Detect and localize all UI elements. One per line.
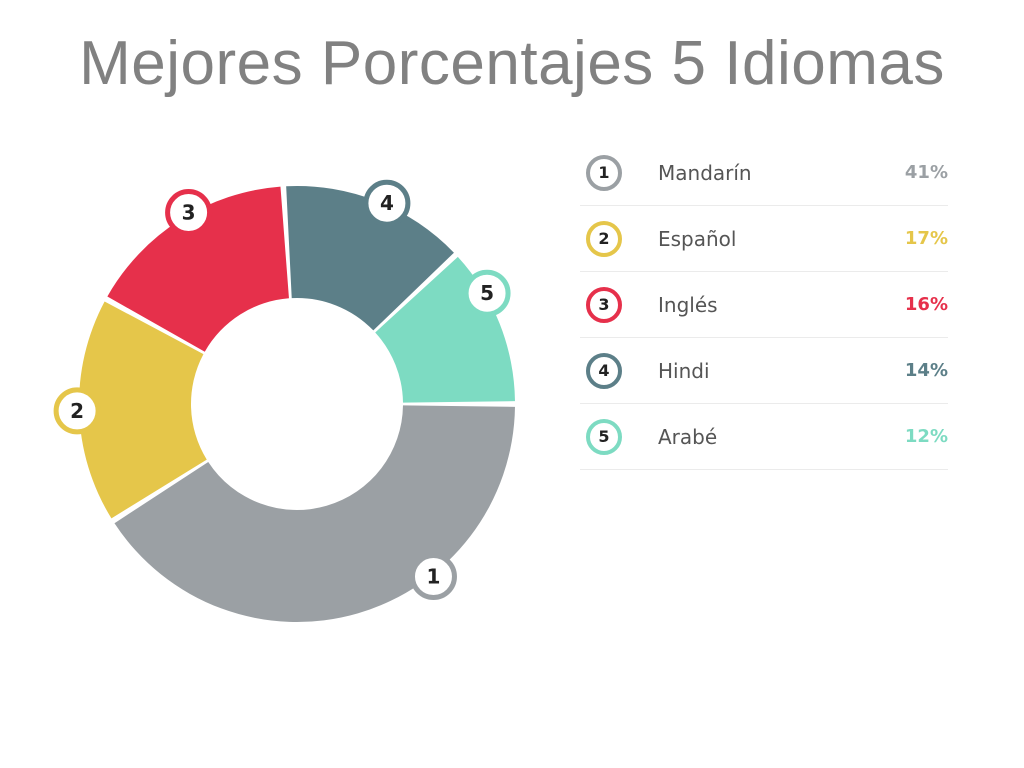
legend-number-badge: 3: [586, 286, 622, 323]
legend-language-name: Español: [658, 226, 737, 251]
legend-number-badge: 4: [586, 352, 622, 389]
donut-slice-5: [375, 256, 515, 403]
legend-language-name: Arabé: [658, 424, 718, 449]
slice-number-badge-2: 2: [53, 387, 101, 435]
legend-number-badge: 5: [586, 418, 622, 455]
slice-number-label: 1: [427, 565, 441, 589]
slice-number-badge-3: 3: [165, 189, 213, 237]
legend-percentage: 12%: [904, 426, 948, 447]
page-title: Mejores Porcentajes 5 Idiomas: [79, 29, 945, 98]
legend-row: 2 Español 17%: [580, 206, 948, 272]
legend-row: 1 Mandarín 41%: [580, 140, 948, 206]
legend-row: 3 Inglés 16%: [580, 272, 948, 338]
legend-row: 4 Hindi 14%: [580, 338, 948, 404]
slice-number-badge-5: 5: [463, 269, 511, 317]
donut-slice-1: [114, 405, 515, 622]
slice-number-label: 5: [480, 281, 494, 305]
legend: 1 Mandarín 41% 2 Español 17% 3 Inglés 16…: [580, 140, 948, 470]
legend-language-name: Hindi: [658, 358, 710, 383]
legend-language-name: Mandarín: [658, 160, 752, 185]
slice-number-badge-4: 4: [363, 179, 411, 227]
donut-slice-2: [79, 301, 207, 519]
donut-slice-3: [107, 186, 289, 352]
legend-row: 5 Arabé 12%: [580, 404, 948, 470]
slice-number-label: 2: [70, 399, 84, 423]
legend-number-badge: 1: [586, 154, 622, 191]
legend-percentage: 17%: [904, 228, 948, 249]
legend-language-name: Inglés: [658, 292, 718, 317]
slice-number-badge-1: 1: [409, 553, 457, 601]
slice-number-label: 4: [380, 191, 394, 215]
legend-percentage: 41%: [904, 162, 948, 183]
legend-number-badge: 2: [586, 220, 622, 257]
donut-slice-4: [286, 186, 454, 331]
slice-number-label: 3: [182, 201, 196, 225]
legend-percentage: 16%: [904, 294, 948, 315]
legend-percentage: 14%: [904, 360, 948, 381]
